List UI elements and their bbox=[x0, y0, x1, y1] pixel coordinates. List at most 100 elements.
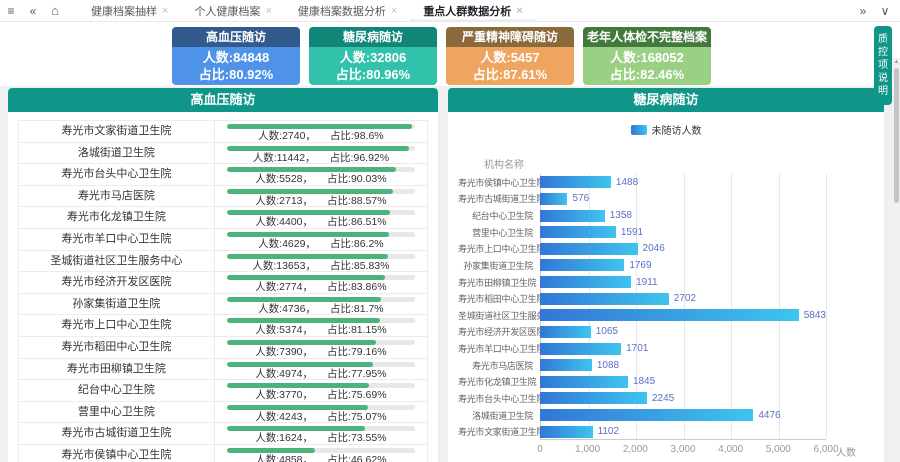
progress-track bbox=[226, 275, 415, 281]
chart-bar-row: 纪台中心卫生院 1358 bbox=[458, 207, 826, 224]
org-stats-cell: 人数:4243， 占比:75.07% bbox=[215, 402, 427, 423]
progress-fill bbox=[226, 145, 410, 151]
bar-rect[interactable] bbox=[540, 325, 591, 338]
bar-value-label: 1065 bbox=[595, 326, 618, 338]
table-row: 寿光市羊口中心卫生院 人数:4629， 占比:86.2% bbox=[19, 228, 427, 251]
vertical-scrollbar[interactable]: ▲ bbox=[893, 58, 900, 462]
bar-rect[interactable] bbox=[540, 276, 632, 289]
bar-zone: 2702 bbox=[540, 290, 826, 307]
topbar-right-controls: » ∨ bbox=[852, 4, 896, 18]
table-row: 寿光市化龙镇卫生院 人数:4400， 占比:86.51% bbox=[19, 207, 427, 229]
progress-fill bbox=[226, 210, 390, 216]
row-count: 人数:2774， bbox=[255, 281, 314, 294]
bar-rect[interactable] bbox=[540, 392, 647, 405]
table-row: 寿光市台头中心卫生院 人数:5528， 占比:90.03% bbox=[19, 164, 427, 186]
bar-rect[interactable] bbox=[540, 259, 625, 272]
tab[interactable]: 健康档案数据分析 × bbox=[285, 0, 410, 21]
collapse-left-icon[interactable]: « bbox=[29, 3, 37, 18]
bar-zone: 1065 bbox=[540, 324, 826, 341]
chart-bar-row: 营里中心卫生院 1591 bbox=[458, 224, 826, 241]
table-row: 寿光市马店医院 人数:2713， 占比:88.57% bbox=[19, 185, 427, 208]
bar-zone: 2046 bbox=[540, 241, 826, 258]
row-count: 人数:4974， bbox=[255, 367, 314, 380]
bar-value-label: 576 bbox=[572, 193, 590, 205]
bar-value-label: 2046 bbox=[642, 243, 665, 255]
bar-zone: 1911 bbox=[540, 274, 826, 291]
chevron-down-icon[interactable]: ∨ bbox=[880, 3, 890, 18]
bar-rect[interactable] bbox=[540, 209, 605, 222]
tab[interactable]: 个人健康档案 × bbox=[181, 0, 284, 21]
bar-value-label: 1102 bbox=[597, 426, 620, 438]
bar-rect[interactable] bbox=[540, 359, 592, 372]
expand-right-icon[interactable]: » bbox=[859, 3, 867, 18]
scrollbar-thumb[interactable] bbox=[894, 68, 899, 203]
table-row: 寿光市文家街道卫生院 人数:2740， 占比:98.6% bbox=[19, 121, 427, 143]
stat-card: 高血压随访 人数:84848 占比:80.92% bbox=[172, 27, 300, 85]
table-row: 寿光市田柳镇卫生院 人数:4974， 占比:77.95% bbox=[19, 358, 427, 381]
x-axis-tick: 2,000 bbox=[622, 444, 648, 455]
progress-track bbox=[226, 188, 415, 194]
menu-icon[interactable]: ≡ bbox=[7, 3, 15, 18]
bar-value-label: 2245 bbox=[652, 392, 675, 404]
row-ratio: 占比:79.16% bbox=[327, 345, 387, 358]
hypertension-followup-panel: 高血压随访 寿光市文家街道卫生院 人数:2740， 占比:98.6% 洛城街道卫… bbox=[8, 88, 438, 462]
progress-track bbox=[226, 145, 415, 151]
chart-legend[interactable]: 未随访人数 bbox=[448, 122, 884, 137]
org-name: 寿光市上口中心卫生院 bbox=[19, 315, 215, 336]
row-ratio: 占比:98.6% bbox=[329, 130, 384, 142]
row-count: 人数:5374， bbox=[255, 324, 314, 337]
progress-fill bbox=[226, 296, 381, 302]
org-name: 寿光市经济开发区医院 bbox=[19, 272, 215, 293]
progress-track bbox=[226, 124, 415, 129]
bar-rect[interactable] bbox=[540, 309, 799, 322]
row-ratio: 占比:77.95% bbox=[327, 367, 387, 380]
bar-category-label: 营里中心卫生院 bbox=[472, 227, 533, 238]
bar-rect[interactable] bbox=[540, 242, 638, 255]
progress-track bbox=[226, 404, 415, 410]
bar-rect[interactable] bbox=[540, 176, 611, 189]
chart-bar-row: 寿光市古城街道卫生院 576 bbox=[458, 191, 826, 208]
x-axis-tick: 6,000 bbox=[813, 444, 839, 455]
row-count: 人数:4858， bbox=[255, 453, 314, 462]
bar-rect[interactable] bbox=[540, 226, 616, 239]
bar-value-label: 1358 bbox=[609, 210, 632, 222]
x-axis-tick: 4,000 bbox=[718, 444, 744, 455]
org-stats-cell: 人数:2774， 占比:83.86% bbox=[215, 272, 427, 293]
tab-close-icon[interactable]: × bbox=[390, 4, 398, 17]
bar-value-label: 1845 bbox=[632, 376, 656, 388]
y-axis-name: 机构名称 bbox=[484, 160, 524, 171]
scroll-up-icon[interactable]: ▲ bbox=[893, 59, 900, 65]
stat-cards: 高血压随访 人数:84848 占比:80.92% 糖尿病随访 人数:32806 … bbox=[172, 27, 711, 85]
row-count: 人数:5528， bbox=[255, 173, 314, 186]
bar-rect[interactable] bbox=[540, 292, 669, 305]
org-name: 寿光市台头中心卫生院 bbox=[19, 164, 215, 185]
bar-rect[interactable] bbox=[540, 342, 622, 355]
chart-bar-row: 寿光市文家街道卫生院 1102 bbox=[458, 423, 826, 440]
tab[interactable]: 健康档案抽样 × bbox=[78, 0, 181, 21]
x-axis: 人数 0 1,000 2,000 3,000 4,000 5,000 6,000 bbox=[537, 444, 856, 459]
bar-zone: 1088 bbox=[540, 357, 826, 374]
tab-close-icon[interactable]: × bbox=[162, 4, 169, 17]
table-row: 寿光市古城街道卫生院 人数:1624， 占比:73.55% bbox=[19, 423, 427, 445]
row-count: 人数:2713， bbox=[255, 194, 314, 207]
tab-close-icon[interactable]: × bbox=[265, 4, 272, 17]
tab[interactable]: 重点人群数据分析 × bbox=[410, 0, 536, 21]
progress-fill bbox=[226, 167, 397, 173]
chart-bars: 寿光市侯镇中心卫生院 1488 寿光市古城街道卫生院 576 纪台中心卫生院 1… bbox=[458, 174, 826, 440]
quality-control-notes-button[interactable]: 质控项说明 bbox=[874, 26, 892, 105]
legend-label: 未随访人数 bbox=[651, 126, 702, 137]
progress-track bbox=[226, 296, 415, 302]
bar-zone: 1701 bbox=[540, 340, 826, 357]
org-name: 洛城街道卫生院 bbox=[19, 142, 215, 164]
bar-rect[interactable] bbox=[540, 375, 628, 388]
progress-track bbox=[226, 383, 415, 389]
bar-rect[interactable] bbox=[540, 192, 568, 205]
bar-category-label: 孙家集街道卫生院 bbox=[463, 260, 533, 271]
x-axis-tick: 0 bbox=[537, 444, 543, 455]
bar-rect[interactable] bbox=[540, 425, 593, 438]
chart-bar-row: 寿光市马店医院 1088 bbox=[458, 357, 826, 374]
bar-zone: 4476 bbox=[540, 407, 826, 424]
home-icon[interactable]: ⌂ bbox=[51, 3, 59, 18]
tab-close-icon[interactable]: × bbox=[516, 4, 523, 17]
bar-rect[interactable] bbox=[540, 409, 754, 422]
